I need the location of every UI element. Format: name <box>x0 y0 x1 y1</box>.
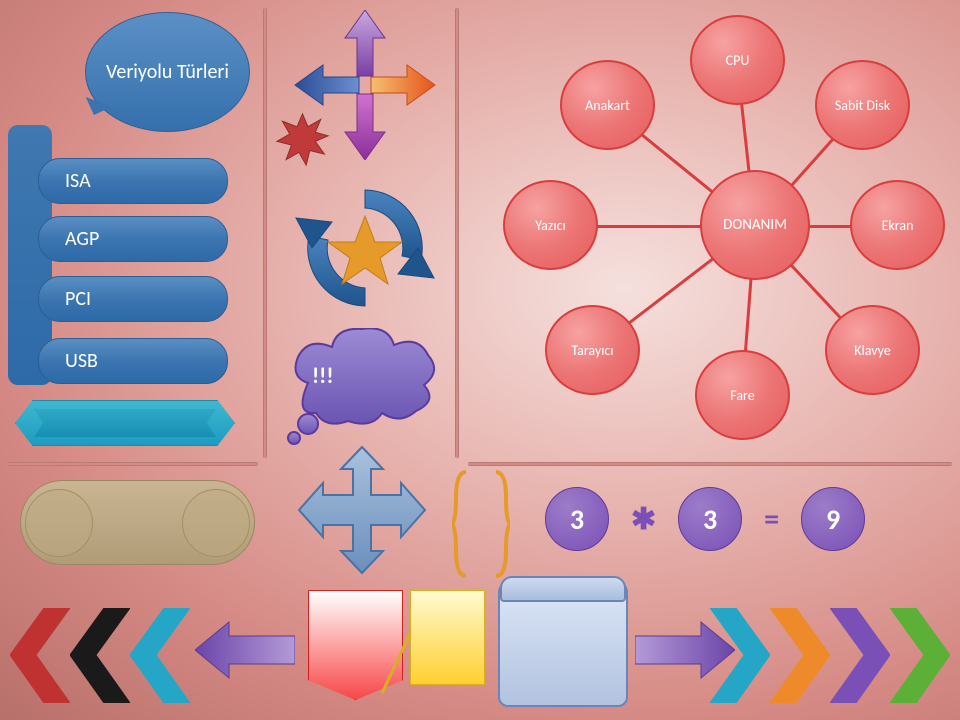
bus-item-agp: AGP <box>38 216 228 262</box>
chevron-icon <box>10 608 70 703</box>
mindmap-leaf-label: Tarayıcı <box>571 342 613 359</box>
bus-item-label: AGP <box>65 227 99 251</box>
math-a-val: 3 <box>570 502 584 537</box>
fossil-spot-left <box>25 489 93 557</box>
bracket-left-icon <box>452 470 468 578</box>
scroll-icon <box>498 582 628 707</box>
divider-h1 <box>8 462 258 466</box>
mindmap-center-label: DONANIM <box>723 216 787 234</box>
math-equals-icon: = <box>764 501 779 538</box>
mindmap-leaf-label: Fare <box>730 387 754 404</box>
divider-h2 <box>468 462 952 466</box>
chevron-icon <box>890 608 950 703</box>
mindmap-leaf-label: Sabit Disk <box>835 97 890 114</box>
bus-types-title: Veriyolu Türleri <box>106 61 229 84</box>
move-cross-icon <box>297 445 427 575</box>
fat-arrow-left-icon <box>195 620 295 680</box>
mindmap-leaf: CPU <box>690 15 785 105</box>
cycle-icon <box>290 178 440 318</box>
mindmap-leaf: Sabit Disk <box>815 60 910 150</box>
mindmap-leaf: Klavye <box>825 305 920 395</box>
divider-v1 <box>263 8 267 458</box>
burst-icon <box>275 112 330 167</box>
math-b: 3 <box>678 487 742 551</box>
math-a: 3 <box>545 487 609 551</box>
fossil-capsule <box>20 480 255 565</box>
math-c-val: 9 <box>826 502 840 537</box>
bus-types-bubble: Veriyolu Türleri <box>85 12 250 132</box>
chevron-icon <box>710 608 770 703</box>
mindmap-leaf: Yazıcı <box>503 180 598 270</box>
chevron-icon <box>70 608 130 703</box>
thought-cloud-icon <box>278 328 453 448</box>
chevron-icon <box>830 608 890 703</box>
mindmap-leaf: Tarayıcı <box>545 305 640 395</box>
mindmap-leaf: Fare <box>695 350 790 440</box>
divider-v2 <box>455 8 459 458</box>
red-flag-icon <box>308 590 403 700</box>
yellow-flag-icon <box>410 590 485 685</box>
stage: Veriyolu Türleri ISA AGP PCI USB !!! <box>0 0 960 720</box>
mindmap-leaf: Anakart <box>560 60 655 150</box>
mindmap-leaf-label: Yazıcı <box>535 217 566 234</box>
mindmap-leaf-label: Ekran <box>882 217 914 234</box>
mindmap: DONANIM CPU Sabit Disk Ekran Klavye Fare Tara… <box>475 5 950 440</box>
bus-item-usb: USB <box>38 338 228 384</box>
bus-item-pci: PCI <box>38 276 228 322</box>
bracket-right-icon <box>494 470 510 578</box>
chevron-icon <box>770 608 830 703</box>
mindmap-leaf-label: CPU <box>726 52 750 69</box>
cloud-label: !!! <box>312 362 334 389</box>
mindmap-center: DONANIM <box>700 170 810 280</box>
bus-item-label: USB <box>65 349 98 373</box>
mindmap-leaf: Ekran <box>850 180 945 270</box>
math-times-icon: ✱ <box>631 501 656 538</box>
mindmap-leaf-label: Klavye <box>854 342 891 359</box>
mindmap-leaf-label: Anakart <box>585 97 630 114</box>
bus-item-isa: ISA <box>38 158 228 204</box>
bus-item-label: PCI <box>65 287 91 311</box>
math-c: 9 <box>801 487 865 551</box>
chevron-icon <box>130 608 190 703</box>
math-b-val: 3 <box>703 502 717 537</box>
bus-item-label: ISA <box>65 169 91 193</box>
fossil-spot-right <box>182 489 250 557</box>
ribbon-icon <box>15 400 235 446</box>
math-row: 3 ✱ 3 = 9 <box>545 487 865 551</box>
